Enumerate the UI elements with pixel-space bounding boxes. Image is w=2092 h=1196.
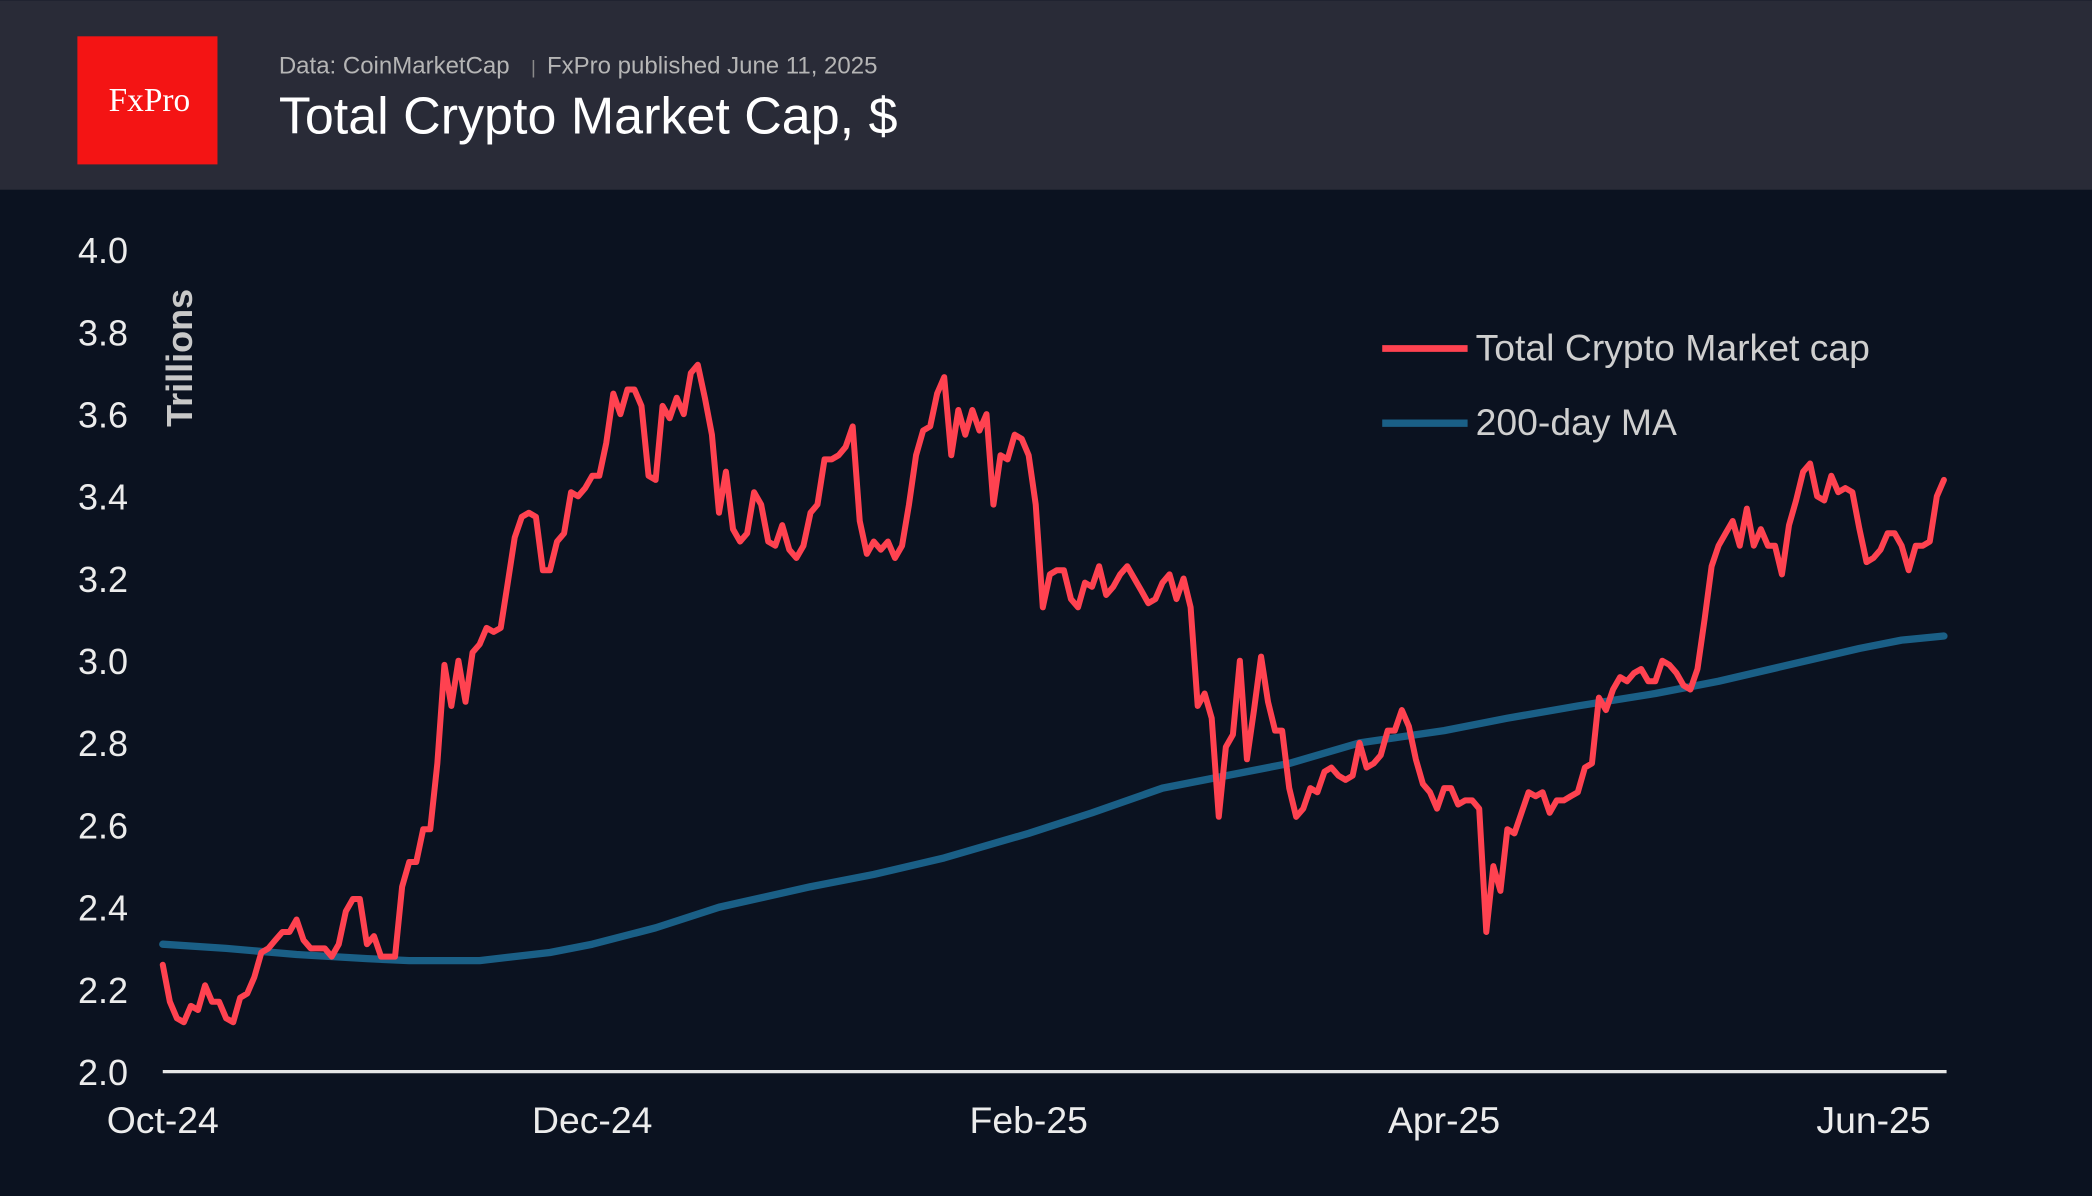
y-tick-label: 2.2 [78, 970, 128, 1011]
y-tick-label: 4.0 [78, 230, 128, 271]
fxpro-logo [77, 36, 218, 165]
y-tick-label: 3.2 [78, 559, 128, 600]
legend-label-market-cap: Total Crypto Market cap [1476, 327, 1870, 369]
legend-label-ma: 200-day MA [1476, 401, 1677, 443]
x-tick-label: Dec-24 [532, 1099, 652, 1141]
series-line-total-crypto-market-cap [159, 361, 1947, 1026]
header-background [0, 0, 2092, 190]
data-source: Data: CoinMarketCap [279, 53, 510, 80]
header: FxPro Data: CoinMarketCap | FxPro publis… [0, 0, 2092, 190]
y-axis-ticks: 2.0 2.2 2.4 2.6 2.8 3.0 3.2 3.4 3.6 3.8 4.0 [78, 230, 128, 1093]
x-tick-label: Apr-25 [1388, 1099, 1500, 1141]
page-title: Total Crypto Market Cap, $ [279, 88, 898, 146]
y-tick-label: 3.6 [78, 394, 128, 435]
y-tick-label: 2.6 [78, 805, 128, 846]
subtitle-separator: | [531, 57, 536, 78]
x-tick-label: Oct-24 [107, 1099, 219, 1141]
y-tick-label: 3.0 [78, 641, 128, 682]
published-date: FxPro published June 11, 2025 [547, 53, 877, 80]
x-axis-ticks: Oct-24 Dec-24 Feb-25 Apr-25 Jun-25 [107, 1099, 1931, 1141]
logo-text: FxPro [109, 82, 191, 119]
y-tick-label: 3.8 [78, 312, 128, 353]
y-tick-label: 2.0 [78, 1052, 128, 1093]
y-axis-label: Trillions [159, 289, 200, 427]
y-tick-label: 2.8 [78, 723, 128, 764]
x-tick-label: Jun-25 [1816, 1099, 1930, 1141]
legend: Total Crypto Market cap 200-day MA [1382, 327, 1870, 443]
y-tick-label: 2.4 [78, 888, 128, 929]
y-tick-label: 3.4 [78, 477, 128, 518]
x-tick-label: Feb-25 [970, 1099, 1088, 1141]
